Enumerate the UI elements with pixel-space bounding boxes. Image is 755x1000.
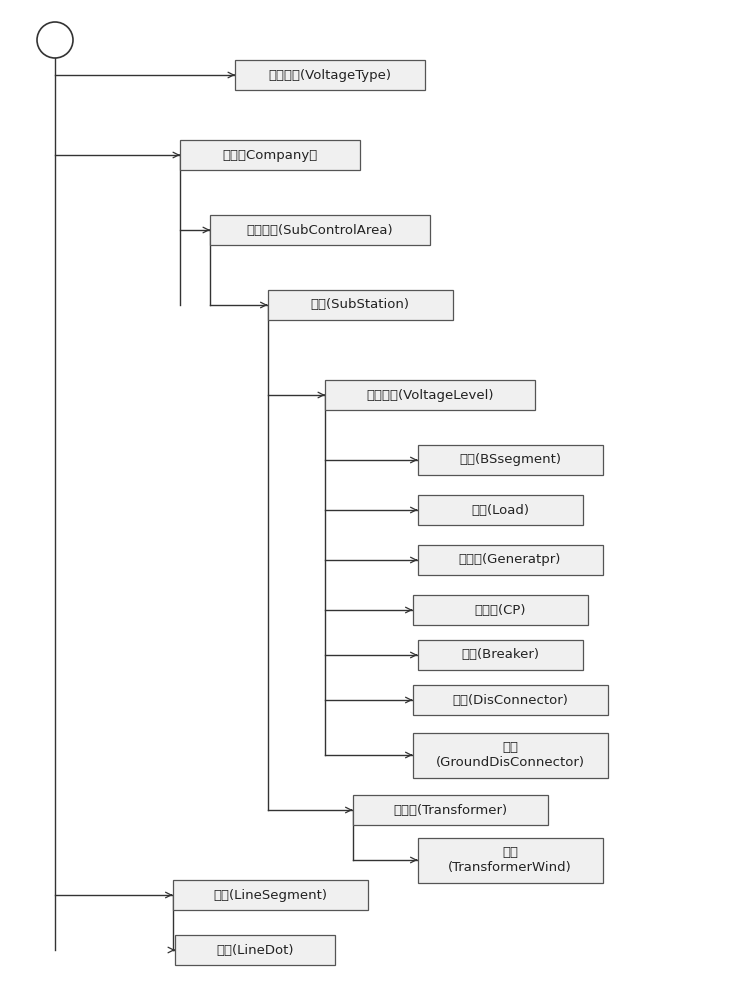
Text: 绕组
(TransformerWind): 绕组 (TransformerWind) xyxy=(448,846,572,874)
Text: 公司（Company）: 公司（Company） xyxy=(223,148,318,161)
Bar xyxy=(172,880,368,910)
Bar xyxy=(325,380,535,410)
Text: 厂站(SubStation): 厂站(SubStation) xyxy=(310,298,409,312)
Bar xyxy=(418,838,602,882)
Bar xyxy=(418,495,583,525)
Text: 刀闸(DisConnector): 刀闸(DisConnector) xyxy=(452,694,568,706)
Text: 发电机(Generatpr): 发电机(Generatpr) xyxy=(459,554,561,566)
Bar xyxy=(180,140,360,170)
Bar xyxy=(175,935,335,965)
Bar xyxy=(353,795,547,825)
Bar xyxy=(412,732,608,778)
Text: 电压等级(VoltageLevel): 电压等级(VoltageLevel) xyxy=(366,388,494,401)
Text: 负荷(Load): 负荷(Load) xyxy=(471,504,529,516)
Bar xyxy=(418,545,602,575)
Text: 变压器(Transformer): 变压器(Transformer) xyxy=(393,804,507,816)
Text: 地刀
(GroundDisConnector): 地刀 (GroundDisConnector) xyxy=(436,741,584,769)
Bar xyxy=(235,60,425,90)
Bar xyxy=(412,685,608,715)
Text: 线路(LineSegment): 线路(LineSegment) xyxy=(213,888,327,902)
Text: 线端(LineDot): 线端(LineDot) xyxy=(216,944,294,956)
Text: 子控制区(SubControlArea): 子控制区(SubControlArea) xyxy=(247,224,393,236)
Bar xyxy=(412,595,587,625)
Bar xyxy=(418,445,602,475)
Bar xyxy=(210,215,430,245)
Circle shape xyxy=(37,22,73,58)
Bar xyxy=(418,640,583,670)
Bar xyxy=(267,290,452,320)
Text: 开关(Breaker): 开关(Breaker) xyxy=(461,648,539,662)
Text: 电压类型(VoltageType): 电压类型(VoltageType) xyxy=(269,68,392,82)
Text: 母线(BSsegment): 母线(BSsegment) xyxy=(459,454,561,466)
Text: 容抗器(CP): 容抗器(CP) xyxy=(474,603,525,616)
